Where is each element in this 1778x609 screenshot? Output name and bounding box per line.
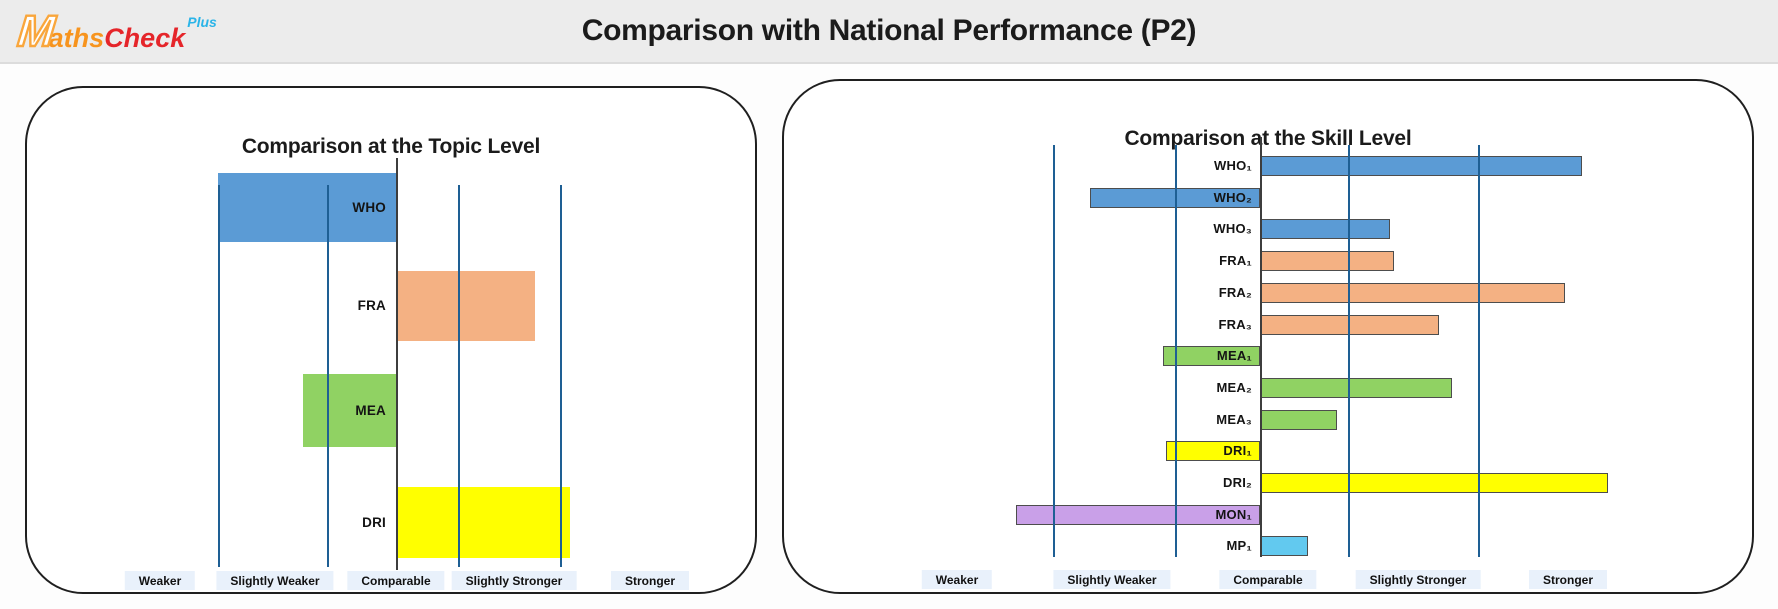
row-label-mea2: MEA₂ (1216, 380, 1252, 395)
topic-panel-title: Comparison at the Topic Level (241, 135, 541, 159)
bar-mea (303, 374, 396, 447)
band-boundary-line-skill-level-chart-1 (1175, 145, 1177, 557)
row-label-dri2: DRI₂ (1223, 475, 1252, 490)
band-label-skill-level-chart-slightly-weaker: Slightly Weaker (1053, 570, 1171, 589)
row-label-fra: FRA (357, 298, 386, 313)
band-label-topic-level-chart-slightly-stronger: Slightly Stronger (451, 571, 577, 590)
logo-text-check: Check (104, 23, 186, 53)
logo-text-plus: Plus (187, 14, 217, 30)
row-label-who1: WHO₁ (1214, 158, 1252, 173)
row-label-mon1: MON₁ (1215, 507, 1252, 522)
bar-who3 (1260, 219, 1390, 239)
row-label-who2: WHO₂ (1213, 190, 1252, 205)
band-boundary-line-skill-level-chart-3 (1478, 145, 1480, 557)
row-label-dri: DRI (362, 515, 386, 530)
bar-mp1 (1260, 536, 1308, 556)
row-label-fra2: FRA₂ (1218, 285, 1252, 300)
bar-fra (396, 271, 535, 341)
bar-mea3 (1260, 410, 1337, 430)
national-average-line-skill-level-chart (1260, 137, 1262, 557)
bar-who1 (1260, 156, 1582, 176)
national-average-line-topic-level-chart (396, 158, 398, 570)
row-label-mea: MEA (355, 403, 386, 418)
skill-panel-title: Comparison at the Skill Level (1124, 127, 1412, 151)
row-label-mea3: MEA₃ (1216, 412, 1252, 427)
topic-level-panel (25, 86, 757, 594)
band-label-topic-level-chart-comparable: Comparable (347, 571, 445, 590)
band-label-skill-level-chart-stronger: Stronger (1528, 570, 1608, 589)
bar-fra1 (1260, 251, 1394, 271)
row-label-mea1: MEA₁ (1216, 348, 1252, 363)
band-boundary-line-topic-level-chart-3 (560, 185, 562, 567)
band-label-skill-level-chart-weaker: Weaker (921, 570, 993, 589)
logo-text-maths: aths (48, 23, 105, 53)
band-boundary-line-topic-level-chart-0 (218, 185, 220, 567)
row-label-fra1: FRA₁ (1219, 253, 1252, 268)
bar-dri (396, 487, 570, 558)
band-boundary-line-skill-level-chart-0 (1053, 145, 1055, 557)
band-boundary-line-skill-level-chart-2 (1348, 145, 1350, 557)
row-label-who3: WHO₃ (1213, 221, 1252, 236)
band-boundary-line-topic-level-chart-1 (327, 185, 329, 567)
bar-fra2 (1260, 283, 1565, 303)
bar-dri1 (1166, 441, 1260, 461)
band-label-topic-level-chart-weaker: Weaker (124, 571, 196, 590)
bar-mea1 (1163, 346, 1260, 366)
row-label-fra3: FRA₃ (1218, 317, 1252, 332)
bar-dri2 (1260, 473, 1608, 493)
bar-mon1 (1016, 505, 1260, 525)
row-label-who: WHO (352, 200, 386, 215)
bar-who (218, 173, 396, 242)
bar-mea2 (1260, 378, 1452, 398)
row-label-dri1: DRI₁ (1223, 443, 1252, 458)
band-label-topic-level-chart-stronger: Stronger (610, 571, 690, 590)
page-title: Comparison with National Performance (P2… (581, 14, 1197, 47)
row-label-mp1: MP₁ (1226, 538, 1252, 553)
band-label-skill-level-chart-slightly-stronger: Slightly Stronger (1355, 570, 1481, 589)
band-boundary-line-topic-level-chart-2 (458, 185, 460, 567)
band-label-skill-level-chart-comparable: Comparable (1219, 570, 1317, 589)
band-label-topic-level-chart-slightly-weaker: Slightly Weaker (216, 571, 334, 590)
